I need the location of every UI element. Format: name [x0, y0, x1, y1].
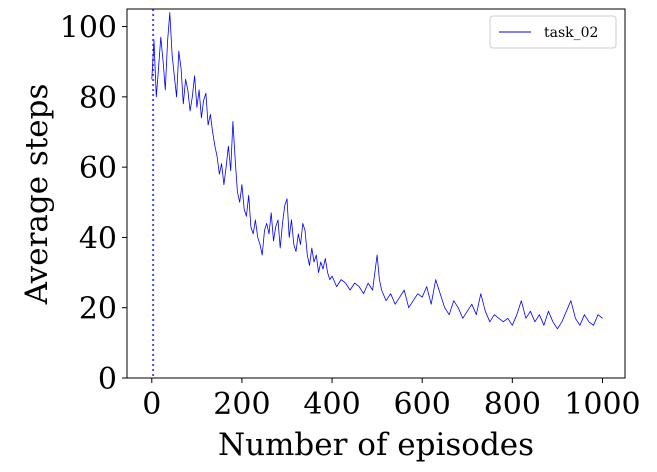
y-tick-label: 20 [79, 292, 117, 327]
x-tick-label: 0 [142, 387, 161, 422]
y-tick-label: 40 [79, 221, 117, 256]
y-axis-label: Average steps [19, 84, 55, 306]
legend-label-task-02: task_02 [544, 25, 598, 41]
series-layer [151, 12, 603, 330]
y-tick-label: 100 [60, 11, 117, 46]
x-tick-label: 800 [484, 387, 541, 422]
y-tick-label: 0 [98, 362, 117, 397]
x-axis-ticks: 0 200 400 600 800 1000 [142, 378, 641, 422]
x-tick-label: 200 [213, 387, 270, 422]
legend: task_02 [489, 15, 617, 49]
legend-box [489, 15, 617, 49]
plot-background [127, 9, 625, 378]
y-axis-ticks: 0 20 40 60 80 100 [60, 11, 127, 397]
x-tick-label: 400 [303, 387, 360, 422]
y-tick-label: 60 [79, 151, 117, 186]
plot-frame [126, 8, 626, 379]
x-tick-label: 1000 [564, 387, 640, 422]
x-tick-label: 600 [394, 387, 451, 422]
x-axis-label: Number of episodes [218, 427, 534, 463]
y-tick-label: 80 [79, 81, 117, 116]
series-line-task-02 [151, 12, 603, 330]
